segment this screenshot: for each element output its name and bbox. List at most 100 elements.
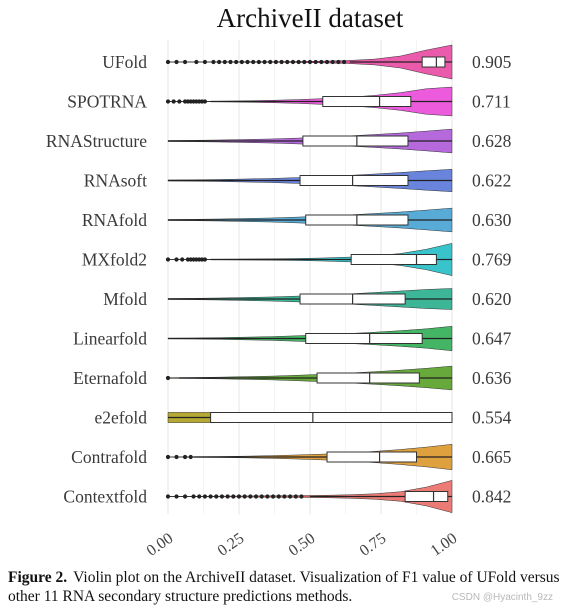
- mean-value-label: 0.554: [472, 408, 512, 428]
- outlier-point: [217, 59, 222, 65]
- box: [322, 96, 412, 107]
- category-label: MXfold2: [82, 250, 147, 270]
- category-label: RNAfold: [82, 210, 147, 230]
- mean-value-label: 0.630: [472, 210, 512, 230]
- outlier-point: [177, 99, 182, 104]
- mean-value-label: 0.620: [472, 289, 512, 309]
- mean-value-label: 0.665: [472, 447, 512, 467]
- outlier-point: [202, 257, 208, 262]
- box: [305, 333, 423, 344]
- mean-value-label: 0.769: [472, 250, 512, 270]
- category-label: Eternafold: [73, 368, 147, 388]
- chart-title: ArchiveII dataset: [217, 3, 404, 33]
- violin-row-linearfold: Linearfold 0.647: [73, 325, 512, 352]
- outlier-point: [256, 59, 261, 65]
- outlier-point: [174, 59, 179, 65]
- violin-row-contextfold: Contextfold 0.842: [63, 480, 511, 513]
- outlier-point: [299, 494, 304, 499]
- outlier-point: [211, 59, 216, 65]
- box: [350, 254, 437, 265]
- category-label: RNAStructure: [46, 131, 147, 151]
- outlier-point: [273, 59, 279, 65]
- outlier-point: [182, 59, 188, 65]
- outlier-point: [202, 494, 208, 499]
- x-axis-ticks: 0.00 0.25 0.50 0.75 1.00: [144, 530, 461, 560]
- outlier-point: [180, 257, 185, 262]
- outlier-point: [182, 494, 188, 499]
- violin-row-mfold: Mfold 0.620: [103, 288, 512, 310]
- outlier-point: [165, 59, 171, 65]
- violin-row-mxfold2: MXfold2 0.769: [82, 243, 512, 276]
- outlier-point: [188, 454, 193, 460]
- outlier-point: [165, 494, 171, 499]
- outlier-point: [165, 257, 171, 262]
- mean-value-label: 0.905: [472, 52, 512, 72]
- category-label: SPOTRNA: [67, 92, 147, 112]
- outlier-point: [319, 59, 324, 65]
- outlier-point: [296, 59, 301, 65]
- outlier-point: [219, 494, 225, 499]
- outlier-point: [259, 494, 264, 499]
- caption-lead: Figure 2.: [8, 569, 68, 586]
- outlier-point: [293, 494, 298, 499]
- x-tick-label: 0.25: [215, 530, 248, 560]
- outlier-point: [262, 59, 267, 65]
- outlier-point: [165, 375, 171, 381]
- outlier-point: [265, 494, 270, 499]
- box: [302, 135, 409, 147]
- outlier-point: [313, 59, 318, 65]
- x-tick-label: 0.75: [357, 530, 390, 560]
- outlier-point: [341, 59, 347, 65]
- outlier-point: [248, 494, 253, 499]
- violin-row-eternafold: Eternafold 0.636: [73, 365, 512, 391]
- outlier-point: [234, 59, 239, 65]
- violin-row-ufold: UFold 0.905: [102, 44, 512, 80]
- x-tick-label: 0.00: [144, 530, 177, 560]
- outlier-point: [288, 494, 293, 499]
- outlier-point: [191, 494, 196, 499]
- category-label: e2efold: [95, 408, 148, 428]
- outlier-point: [194, 59, 199, 65]
- mean-value-label: 0.711: [472, 92, 511, 112]
- watermark: CSDN @Hyacinth_9zz: [451, 592, 553, 603]
- x-tick-label: 1.00: [428, 530, 461, 560]
- category-label: Contextfold: [63, 487, 147, 507]
- mean-value-label: 0.842: [472, 487, 511, 507]
- outlier-point: [282, 494, 287, 499]
- outlier-point: [239, 59, 244, 65]
- box: [421, 56, 446, 68]
- grid-lines: [167, 40, 453, 515]
- outlier-point: [214, 494, 219, 499]
- outlier-point: [231, 494, 236, 499]
- violin-row-e2efold: e2efold 0.554: [95, 408, 512, 428]
- violin-row-rnastructure: RNAStructure 0.628: [46, 128, 512, 154]
- outlier-point: [285, 59, 290, 65]
- outlier-point: [336, 59, 341, 65]
- category-label: Contrafold: [71, 447, 147, 467]
- outlier-point: [242, 494, 247, 499]
- violin-row-rnasoft: RNAsoft 0.622: [84, 169, 511, 192]
- outlier-point: [268, 59, 273, 65]
- mean-value-label: 0.647: [472, 329, 512, 349]
- outlier-point: [165, 454, 171, 460]
- mean-value-label: 0.622: [472, 171, 511, 191]
- outlier-point: [165, 99, 171, 104]
- box: [404, 491, 449, 502]
- mean-value-label: 0.628: [472, 131, 512, 151]
- category-label: UFold: [102, 52, 147, 72]
- category-label: Linearfold: [73, 329, 147, 349]
- outlier-point: [197, 494, 202, 499]
- caption-text: Violin plot on the ArchiveII dataset. Vi…: [8, 569, 560, 605]
- outlier-point: [222, 59, 227, 65]
- outlier-point: [174, 494, 179, 499]
- outlier-point: [279, 59, 284, 65]
- outlier-point: [208, 494, 213, 499]
- box: [326, 451, 418, 463]
- box: [316, 372, 420, 384]
- outlier-point: [330, 59, 335, 65]
- outlier-point: [270, 494, 276, 499]
- outlier-point: [202, 99, 208, 104]
- outlier-point: [253, 494, 259, 499]
- violin-row-contrafold: Contrafold 0.665: [71, 443, 512, 471]
